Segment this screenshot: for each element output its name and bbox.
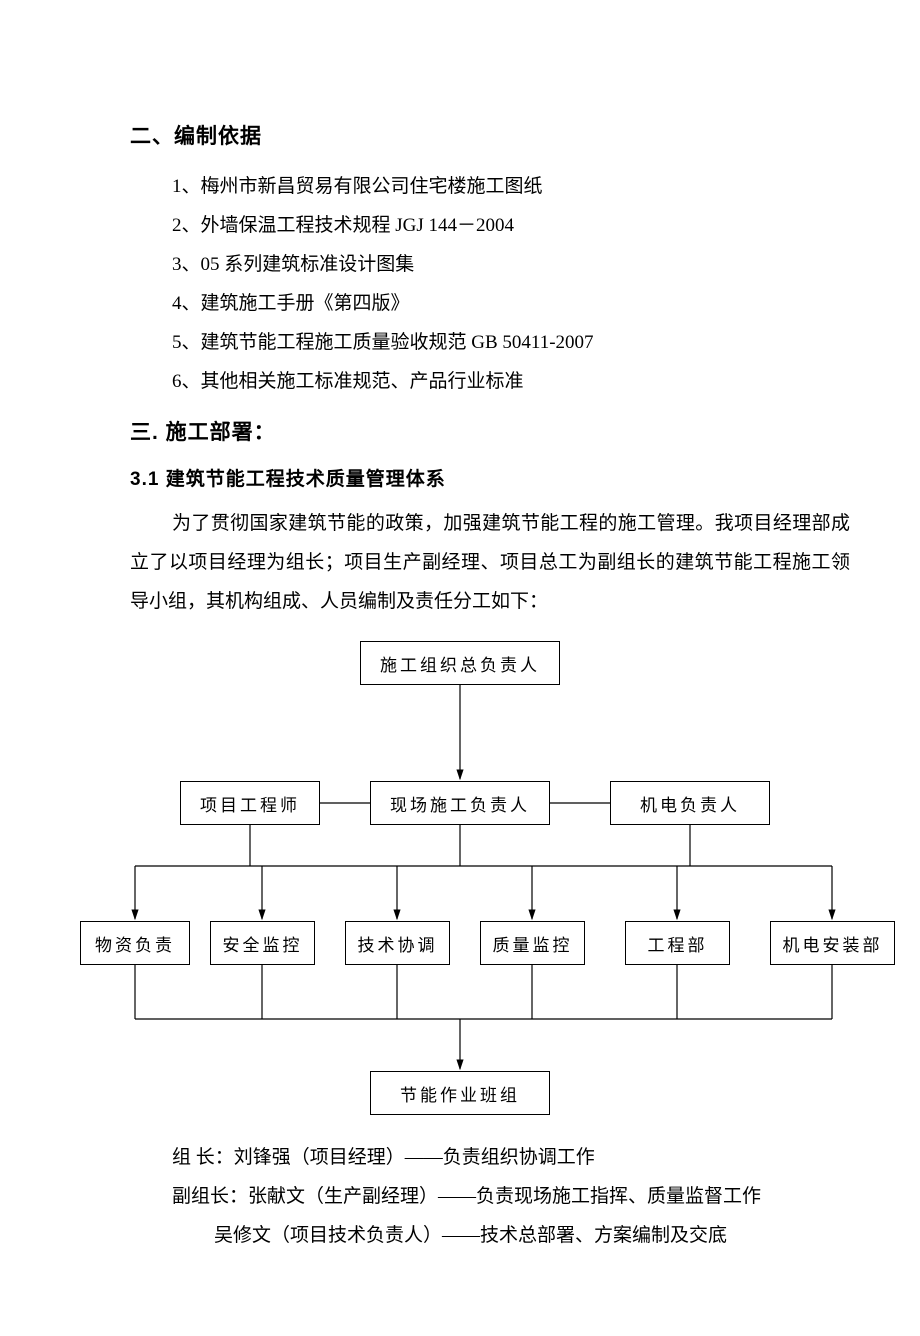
flowchart-connectors bbox=[70, 641, 870, 1121]
node-quality: 质量监控 bbox=[480, 921, 585, 965]
node-safety: 安全监控 bbox=[210, 921, 315, 965]
org-flowchart: 施工组织总负责人 项目工程师 现场施工负责人 机电负责人 物资负责 安全监控 技… bbox=[70, 641, 870, 1121]
basis-item-4: 4、建筑施工手册《第四版》 bbox=[130, 285, 850, 324]
section2-heading: 二、编制依据 bbox=[130, 120, 850, 150]
basis-item-6: 6、其他相关施工标准规范、产品行业标准 bbox=[130, 363, 850, 402]
basis-item-1: 1、梅州市新昌贸易有限公司住宅楼施工图纸 bbox=[130, 168, 850, 207]
section3-1-para: 为了贯彻国家建筑节能的政策，加强建筑节能工程的施工管理。我项目经理部成立了以项目… bbox=[130, 505, 850, 622]
basis-item-5: 5、建筑节能工程施工质量验收规范 GB 50411-2007 bbox=[130, 324, 850, 363]
basis-item-2: 2、外墙保温工程技术规程 JGJ 144－2004 bbox=[130, 207, 850, 246]
role-leader: 组 长：刘锋强（项目经理）——负责组织协调工作 bbox=[130, 1139, 850, 1178]
role-vice: 副组长：张献文（生产副经理）——负责现场施工指挥、质量监督工作 bbox=[130, 1178, 850, 1217]
node-project-engineer: 项目工程师 bbox=[180, 781, 320, 825]
document-page: 二、编制依据 1、梅州市新昌贸易有限公司住宅楼施工图纸 2、外墙保温工程技术规程… bbox=[0, 0, 920, 1336]
section3-1-heading: 3.1 建筑节能工程技术质量管理体系 bbox=[130, 464, 850, 491]
node-material: 物资负责 bbox=[80, 921, 190, 965]
node-me-manager: 机电负责人 bbox=[610, 781, 770, 825]
node-team: 节能作业班组 bbox=[370, 1071, 550, 1115]
node-tech: 技术协调 bbox=[345, 921, 450, 965]
node-eng-dept: 工程部 bbox=[625, 921, 730, 965]
node-top: 施工组织总负责人 bbox=[360, 641, 560, 685]
roles-block: 组 长：刘锋强（项目经理）——负责组织协调工作 副组长：张献文（生产副经理）——… bbox=[130, 1139, 850, 1256]
section3-heading: 三. 施工部署： bbox=[130, 416, 850, 446]
node-site-manager: 现场施工负责人 bbox=[370, 781, 550, 825]
role-tech: 吴修文（项目技术负责人）——技术总部署、方案编制及交底 bbox=[130, 1217, 850, 1256]
node-me-install: 机电安装部 bbox=[770, 921, 895, 965]
basis-item-3: 3、05 系列建筑标准设计图集 bbox=[130, 246, 850, 285]
